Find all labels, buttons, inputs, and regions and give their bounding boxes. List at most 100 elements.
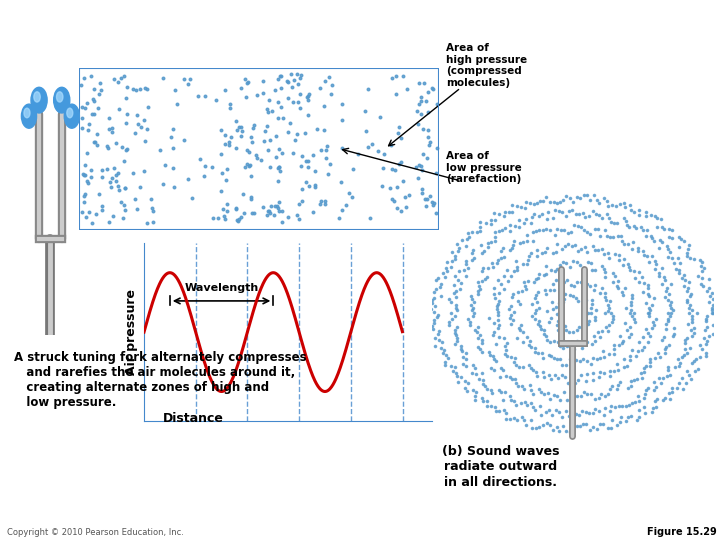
Point — [467, 312, 479, 320]
Point — [470, 387, 482, 396]
Point — [117, 143, 128, 151]
Point — [384, 184, 396, 192]
Point — [108, 75, 120, 84]
Point — [544, 226, 556, 235]
Point — [134, 84, 145, 93]
Point — [643, 303, 654, 312]
Point — [585, 359, 597, 368]
Point — [538, 390, 549, 399]
Point — [541, 244, 553, 252]
Point — [604, 233, 616, 241]
Point — [413, 174, 424, 183]
Point — [295, 71, 307, 80]
Point — [272, 204, 284, 213]
Point — [297, 197, 308, 205]
Point — [529, 315, 541, 323]
Point — [564, 263, 576, 272]
Point — [122, 83, 133, 92]
Circle shape — [34, 92, 40, 102]
Point — [642, 338, 654, 346]
Point — [452, 377, 464, 386]
Point — [113, 186, 125, 194]
Point — [577, 407, 588, 415]
Point — [629, 376, 640, 384]
Point — [633, 206, 644, 215]
Point — [564, 343, 576, 352]
Point — [460, 256, 472, 265]
Point — [548, 198, 559, 206]
Point — [372, 146, 384, 155]
Point — [508, 316, 519, 325]
Point — [287, 149, 299, 158]
Point — [105, 183, 117, 192]
Point — [590, 306, 601, 314]
Point — [309, 167, 320, 176]
Point — [702, 323, 714, 332]
Point — [474, 222, 486, 231]
Point — [556, 413, 567, 422]
Point — [684, 343, 696, 352]
Point — [391, 182, 402, 191]
Point — [495, 372, 506, 381]
Point — [474, 281, 485, 290]
Point — [323, 72, 335, 81]
Point — [79, 161, 91, 170]
Point — [465, 292, 477, 300]
Point — [142, 102, 153, 111]
Point — [526, 218, 537, 227]
Point — [536, 210, 548, 219]
Point — [535, 402, 546, 410]
Point — [571, 326, 582, 334]
Point — [535, 388, 546, 397]
Point — [541, 225, 552, 233]
Point — [502, 277, 513, 286]
Point — [590, 266, 601, 274]
Point — [315, 84, 326, 92]
Point — [571, 422, 582, 430]
Point — [603, 306, 614, 315]
Point — [549, 337, 560, 346]
Point — [691, 309, 703, 318]
Point — [640, 207, 652, 216]
Point — [684, 309, 696, 318]
Point — [564, 328, 575, 337]
Point — [215, 126, 226, 134]
Point — [620, 217, 631, 225]
Point — [390, 166, 401, 174]
Point — [643, 309, 654, 318]
Point — [455, 342, 467, 350]
Point — [495, 246, 507, 255]
Point — [574, 261, 585, 269]
Point — [673, 233, 685, 241]
Point — [500, 388, 511, 396]
Point — [628, 309, 639, 318]
Point — [470, 370, 482, 379]
Point — [688, 356, 699, 365]
Point — [440, 360, 451, 369]
Point — [597, 420, 608, 429]
Point — [462, 315, 474, 323]
Point — [160, 160, 171, 169]
Point — [620, 203, 631, 212]
Point — [490, 293, 501, 302]
Point — [611, 281, 623, 290]
Point — [264, 208, 276, 217]
Point — [251, 154, 263, 163]
Point — [565, 281, 577, 289]
Point — [248, 208, 260, 217]
Point — [582, 309, 594, 318]
Point — [119, 183, 130, 192]
Point — [678, 282, 690, 291]
Point — [531, 246, 543, 254]
Point — [148, 206, 159, 215]
Point — [616, 237, 628, 246]
Point — [482, 397, 493, 406]
Point — [541, 332, 552, 340]
Point — [492, 255, 503, 264]
Point — [292, 79, 304, 88]
Point — [469, 363, 480, 372]
Point — [531, 306, 542, 315]
Point — [337, 116, 348, 124]
Point — [554, 277, 566, 286]
Point — [520, 214, 531, 223]
